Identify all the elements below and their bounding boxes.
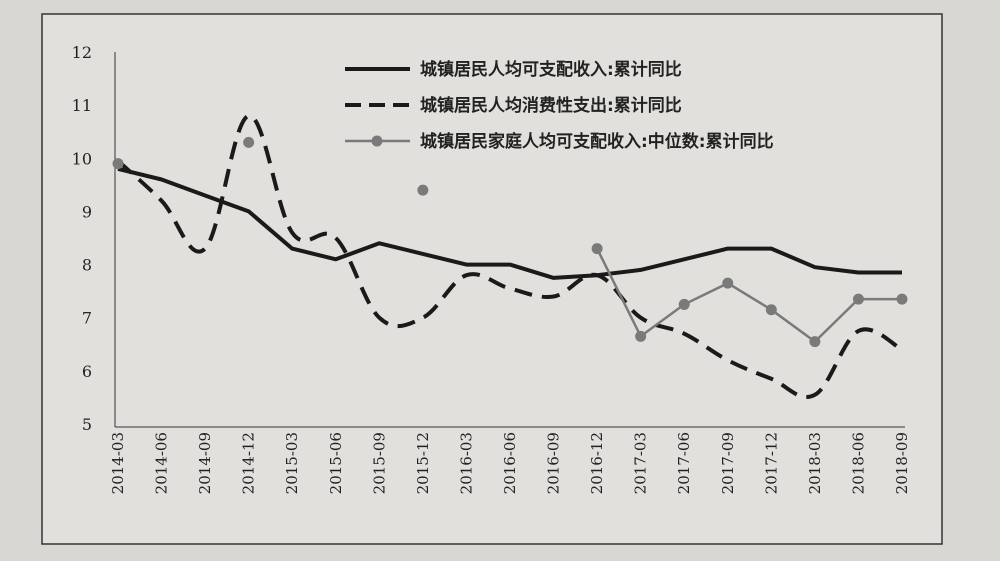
- series-point-median-income: [112, 158, 124, 170]
- series-point-median-income: [722, 277, 734, 289]
- y-tick-label: 12: [72, 43, 92, 62]
- x-tick-label: 2014-03: [109, 432, 127, 494]
- x-tick-label: 2014-12: [240, 432, 258, 494]
- y-tick-label: 7: [82, 309, 92, 328]
- x-tick-label: 2017-03: [632, 432, 650, 494]
- x-tick-labels: 2014-03 2014-06 2014-09 2014-12 2015-03 2015-…: [109, 432, 911, 494]
- series-point-median-income: [809, 336, 821, 348]
- series-point-median-income: [635, 330, 647, 342]
- x-tick-label: 2018-09: [893, 432, 911, 494]
- series-point-median-income: [243, 136, 255, 148]
- y-tick-label: 10: [72, 149, 92, 168]
- x-tick-label: 2015-06: [327, 432, 345, 494]
- y-tick-label: 11: [72, 96, 92, 115]
- x-tick-label: 2015-12: [414, 432, 432, 494]
- x-tick-label: 2015-09: [370, 432, 388, 494]
- series-point-median-income: [896, 293, 908, 305]
- x-tick-label: 2014-06: [153, 432, 171, 494]
- x-tick-label: 2017-06: [675, 432, 693, 494]
- y-tick-label: 9: [82, 202, 92, 221]
- y-tick-label: 6: [82, 362, 92, 381]
- y-tick-label: 5: [82, 415, 92, 434]
- series-point-median-income: [765, 304, 777, 316]
- legend-label: 城镇居民人均可支配收入:累计同比: [420, 59, 682, 80]
- x-tick-label: 2016-12: [588, 432, 606, 494]
- series-point-median-income: [591, 243, 603, 255]
- series-point-median-income: [852, 293, 864, 305]
- x-tick-label: 2015-03: [283, 432, 301, 494]
- series-layer: [112, 113, 908, 399]
- x-tick-label: 2017-12: [762, 432, 780, 494]
- legend-swatch-marker: [371, 135, 383, 147]
- legend-label: 城镇居民家庭人均可支配收入:中位数:累计同比: [420, 131, 774, 152]
- series-line-disposable-income: [117, 166, 902, 280]
- legend-label: 城镇居民人均消费性支出:累计同比: [420, 95, 682, 116]
- series-point-median-income: [417, 184, 429, 196]
- series-point-median-income: [678, 298, 690, 310]
- x-tick-label: 2018-06: [849, 432, 867, 494]
- y-tick-labels: 5 6 7 8 9 10 11 12: [72, 43, 92, 434]
- series-line-median-income: [595, 248, 902, 344]
- x-tick-label: 2016-06: [501, 432, 519, 494]
- y-tick-label: 8: [82, 256, 92, 275]
- x-tick-label: 2016-09: [545, 432, 563, 494]
- x-tick-label: 2017-09: [719, 432, 737, 494]
- x-tick-label: 2014-09: [196, 432, 214, 494]
- x-tick-label: 2018-03: [806, 432, 824, 494]
- legend: 城镇居民人均可支配收入:累计同比城镇居民人均消费性支出:累计同比城镇居民家庭人均…: [345, 59, 774, 152]
- x-tick-label: 2016-03: [457, 432, 475, 494]
- series-line-consumption: [116, 113, 904, 399]
